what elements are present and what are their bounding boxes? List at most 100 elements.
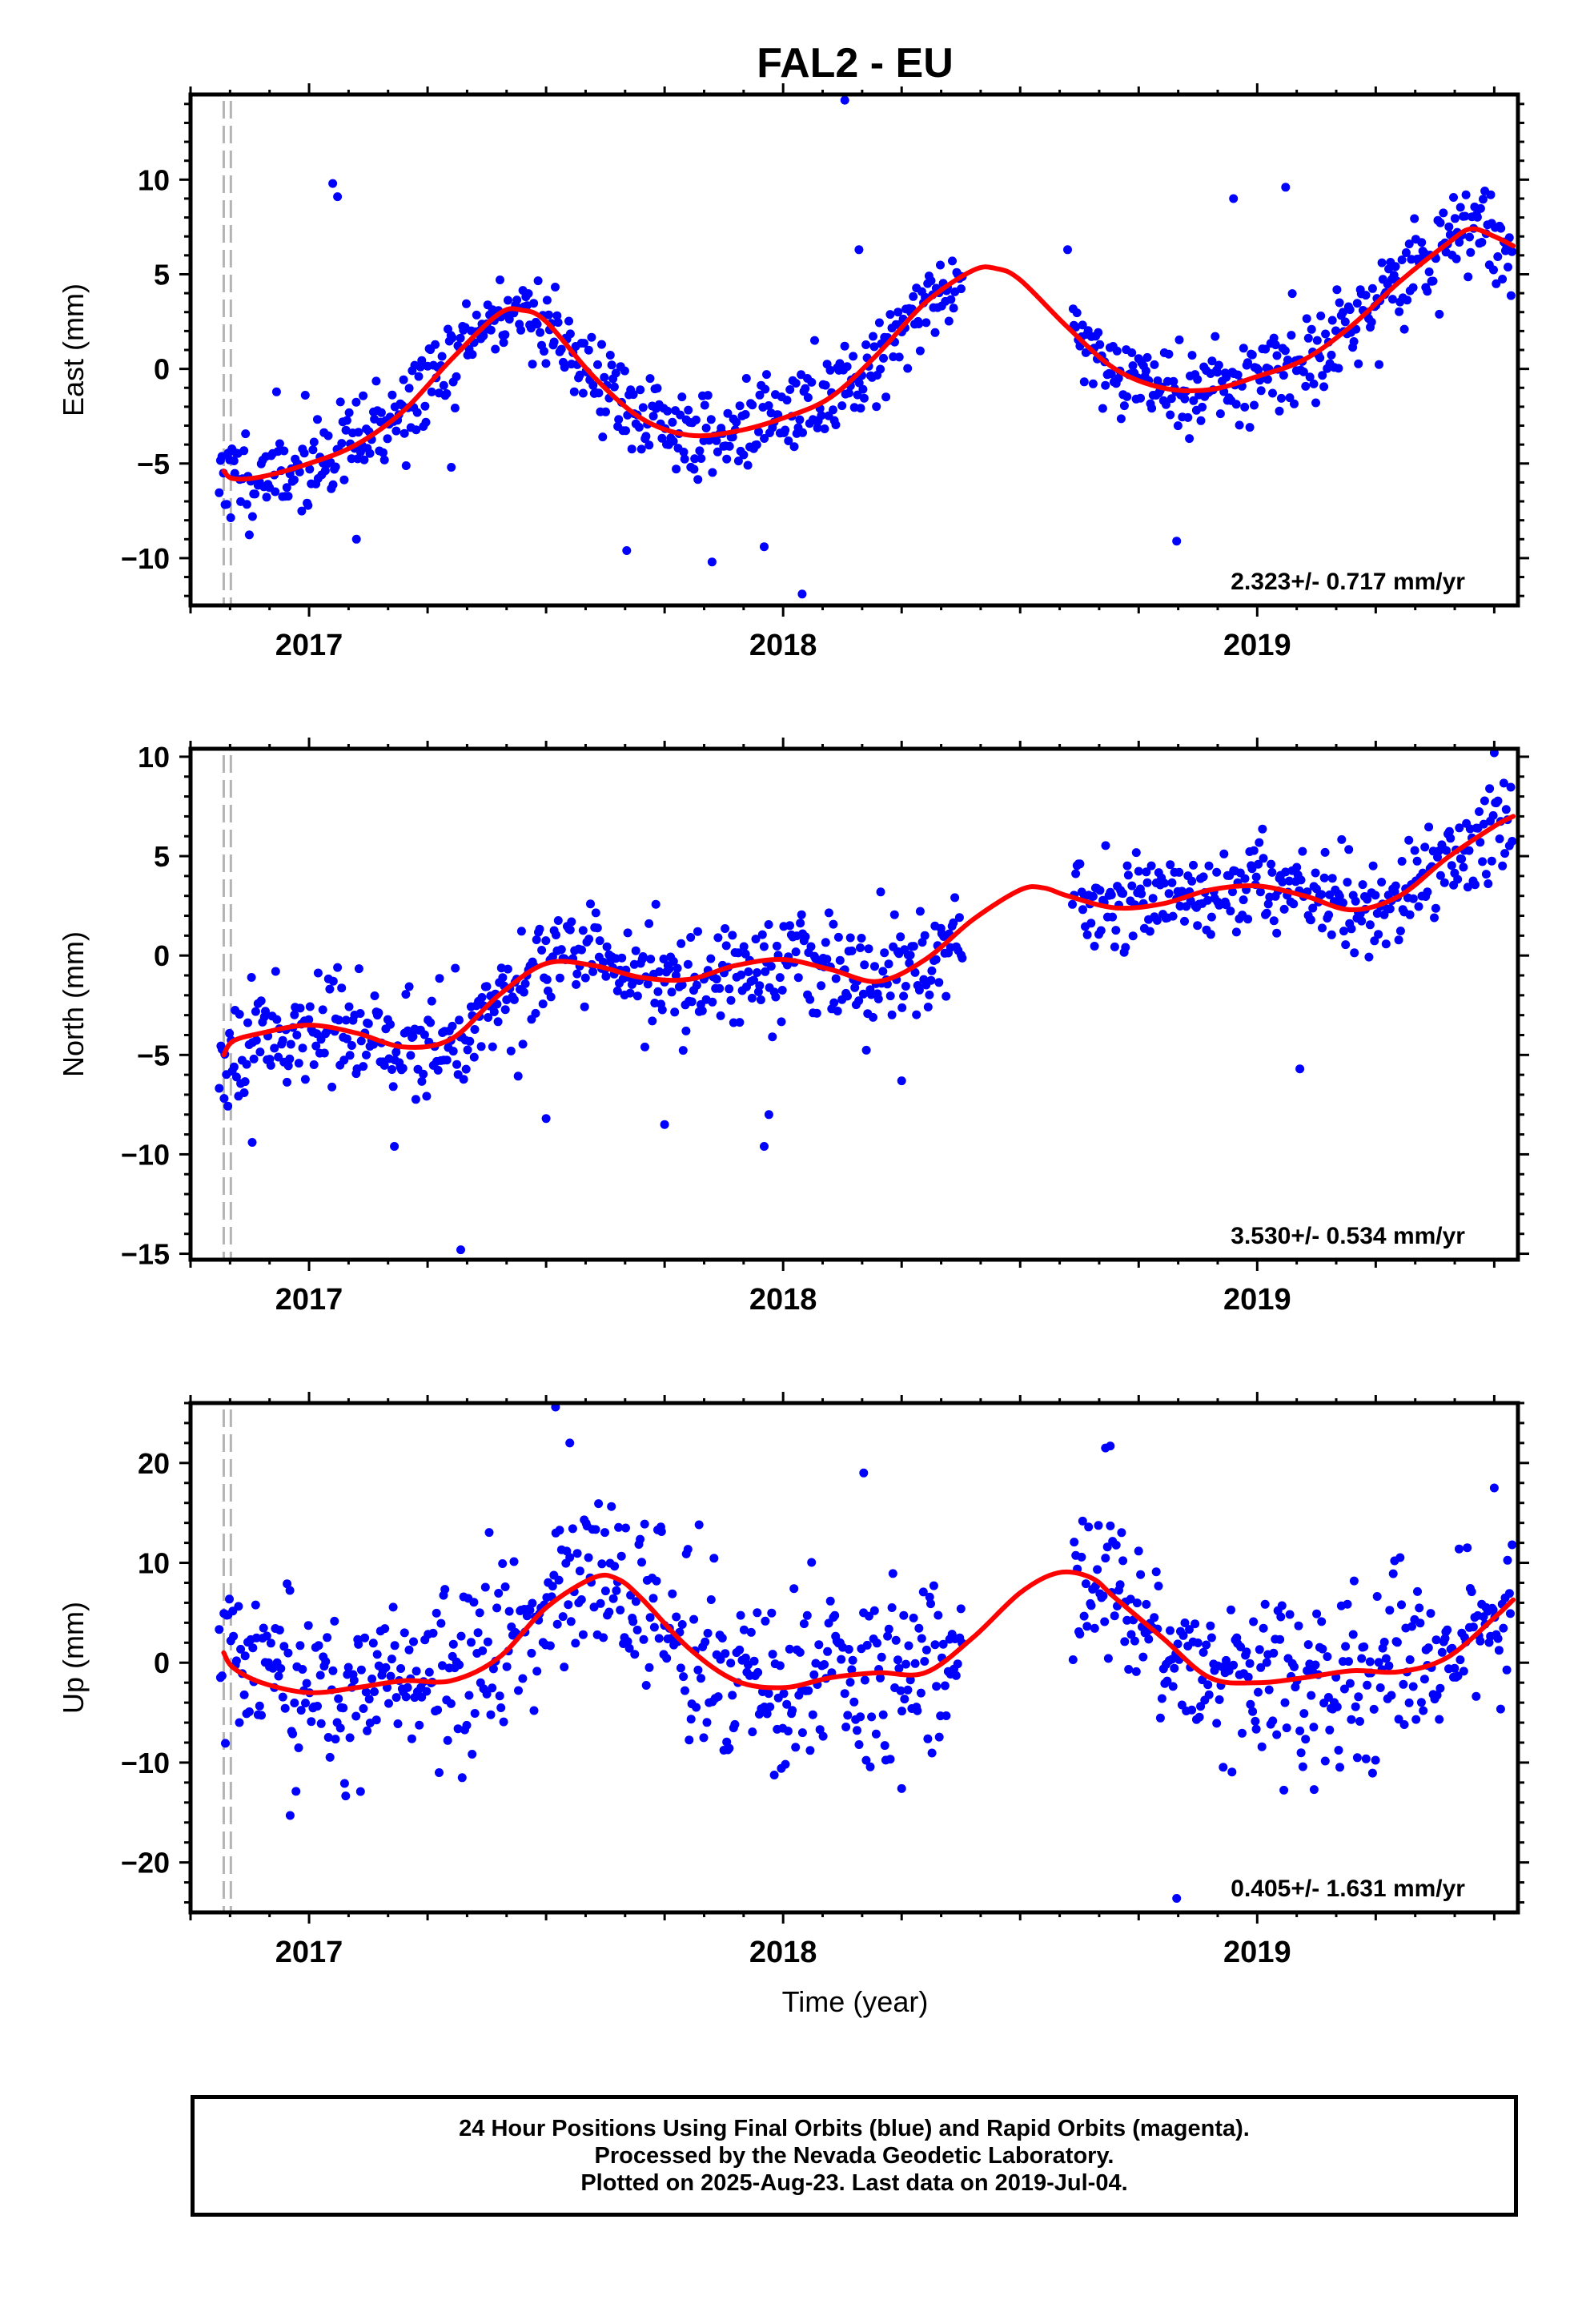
data-point bbox=[889, 910, 899, 919]
data-point bbox=[1459, 1667, 1468, 1676]
data-point bbox=[1311, 868, 1320, 878]
data-point bbox=[916, 1688, 926, 1698]
data-points bbox=[215, 749, 1517, 1255]
data-point bbox=[499, 1717, 508, 1727]
data-point bbox=[1372, 1592, 1382, 1601]
data-point bbox=[1170, 1663, 1179, 1673]
data-point bbox=[1399, 324, 1409, 334]
data-point bbox=[1494, 1646, 1504, 1655]
data-point bbox=[643, 979, 652, 989]
data-point bbox=[845, 933, 855, 943]
data-point bbox=[1120, 1637, 1130, 1647]
data-point bbox=[849, 1697, 859, 1707]
data-point bbox=[432, 1608, 441, 1618]
data-point bbox=[1332, 1702, 1342, 1711]
data-point bbox=[572, 969, 582, 979]
data-point bbox=[782, 960, 792, 970]
data-point bbox=[1093, 1565, 1102, 1574]
data-point bbox=[807, 1558, 817, 1567]
data-point bbox=[725, 1743, 734, 1753]
data-point bbox=[334, 1015, 343, 1025]
data-point bbox=[1166, 394, 1176, 404]
data-point bbox=[1131, 1667, 1141, 1676]
data-point bbox=[435, 974, 444, 983]
data-point bbox=[1339, 308, 1347, 317]
data-point bbox=[1101, 380, 1110, 390]
data-point bbox=[239, 1088, 249, 1097]
data-point bbox=[1075, 859, 1085, 869]
data-point bbox=[840, 1689, 849, 1699]
data-point bbox=[1359, 1642, 1369, 1651]
data-point bbox=[262, 493, 271, 502]
data-point bbox=[1195, 1712, 1204, 1722]
data-point bbox=[462, 299, 471, 308]
data-point bbox=[1172, 1894, 1182, 1903]
data-point bbox=[323, 1733, 333, 1742]
data-point bbox=[1459, 862, 1468, 872]
data-point bbox=[565, 1553, 575, 1562]
data-point bbox=[417, 1076, 427, 1086]
data-point bbox=[541, 936, 551, 946]
data-point bbox=[743, 460, 753, 470]
data-point bbox=[1150, 360, 1159, 369]
data-point bbox=[678, 1046, 688, 1055]
data-point bbox=[520, 979, 530, 988]
velocity-annotation: 3.530+/- 0.534 mm/yr bbox=[1231, 1223, 1465, 1249]
data-point bbox=[1423, 1643, 1433, 1653]
data-point bbox=[1173, 1639, 1182, 1649]
data-point bbox=[824, 908, 833, 918]
data-point bbox=[1430, 913, 1439, 923]
data-point bbox=[234, 1602, 243, 1611]
data-point bbox=[241, 429, 251, 439]
data-point bbox=[488, 1664, 498, 1674]
data-point bbox=[271, 387, 281, 396]
data-point bbox=[555, 973, 564, 983]
data-point bbox=[572, 979, 581, 989]
data-point bbox=[420, 401, 430, 411]
data-point bbox=[1486, 190, 1496, 199]
data-point bbox=[1351, 896, 1360, 906]
data-point bbox=[668, 417, 677, 427]
data-point bbox=[470, 1709, 480, 1718]
data-point bbox=[1419, 1706, 1428, 1715]
data-point bbox=[363, 1726, 372, 1735]
data-point bbox=[599, 957, 608, 967]
data-point bbox=[1243, 915, 1253, 924]
data-point bbox=[608, 1594, 618, 1603]
data-point bbox=[331, 462, 340, 472]
data-point bbox=[565, 329, 575, 339]
data-point bbox=[785, 1644, 794, 1654]
data-point bbox=[1479, 195, 1488, 204]
data-point bbox=[1339, 1684, 1349, 1694]
data-point bbox=[1096, 926, 1106, 935]
data-point bbox=[927, 966, 937, 975]
data-point bbox=[741, 410, 750, 419]
data-point bbox=[893, 308, 903, 317]
data-point bbox=[636, 385, 645, 395]
data-point bbox=[452, 1059, 462, 1069]
y-tick-label: 0 bbox=[154, 353, 170, 386]
data-point bbox=[289, 475, 299, 485]
data-point bbox=[885, 991, 895, 1001]
data-point bbox=[932, 1682, 942, 1691]
data-point bbox=[797, 910, 806, 919]
data-point bbox=[1166, 410, 1175, 420]
data-point bbox=[1349, 1576, 1359, 1586]
data-point bbox=[791, 947, 801, 957]
data-point bbox=[300, 391, 310, 400]
data-point bbox=[1365, 920, 1375, 930]
data-point bbox=[1504, 263, 1512, 271]
data-point bbox=[1281, 867, 1291, 877]
data-point bbox=[1344, 1657, 1353, 1667]
data-point bbox=[337, 983, 347, 993]
data-point bbox=[894, 352, 904, 362]
data-point bbox=[903, 1685, 913, 1695]
data-point bbox=[1169, 376, 1178, 386]
data-point bbox=[764, 920, 773, 929]
y-tick-label: 5 bbox=[154, 840, 170, 873]
data-point bbox=[450, 404, 460, 412]
data-point bbox=[1172, 537, 1182, 546]
data-point bbox=[1204, 1690, 1214, 1699]
data-point bbox=[379, 455, 389, 464]
data-point bbox=[876, 1673, 885, 1683]
